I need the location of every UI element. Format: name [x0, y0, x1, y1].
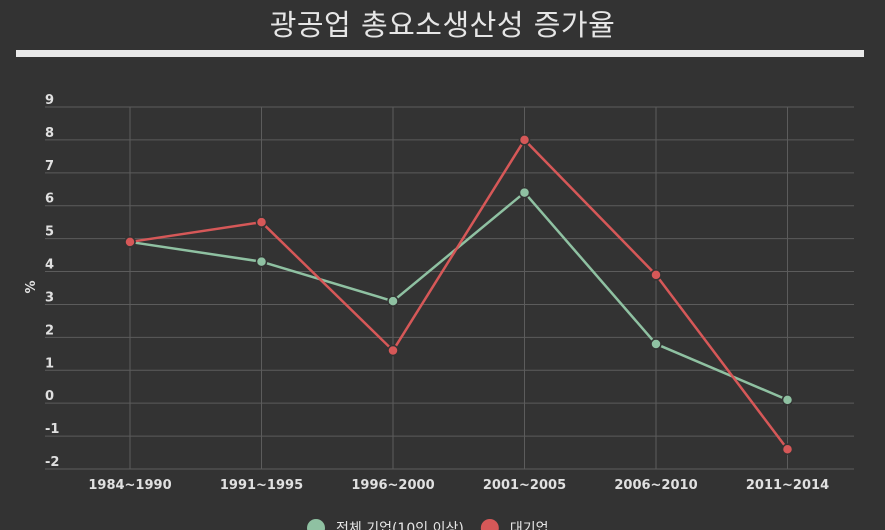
y-tick-label: 8	[45, 126, 54, 141]
y-axis-label: %	[24, 280, 39, 293]
y-tick-label: 9	[45, 93, 54, 108]
x-axis-ticks: 1984~1990 1991~1995 1996~2000 2001~2005 2006…	[88, 478, 829, 493]
y-tick-label: 6	[45, 192, 54, 207]
y-tick-label: 3	[45, 290, 54, 305]
y-tick-label: 4	[45, 258, 54, 273]
x-tick-label: 2011~2014	[746, 478, 829, 493]
y-tick-label: 1	[45, 356, 54, 371]
legend-label-1: 대기업	[510, 521, 549, 530]
data-point-0-1[interactable]	[255, 255, 268, 268]
series-line-1	[129, 138, 789, 451]
y-axis-ticks: -2 -1 0 1 2 3 4 5 6 7 8 9	[45, 93, 59, 470]
legend-swatch-0	[307, 519, 325, 530]
legend-swatch-1	[480, 519, 499, 530]
data-point-0-2[interactable]	[387, 295, 399, 307]
data-point-1-1[interactable]	[255, 216, 268, 228]
data-point-0-5[interactable]	[781, 394, 794, 406]
data-point-0-4[interactable]	[650, 338, 662, 350]
y-tick-label: 5	[45, 225, 54, 240]
series-layer	[124, 134, 794, 456]
chart-title: 광공업 총요소생산성 증가율	[269, 8, 616, 42]
y-tick-label: 2	[45, 323, 54, 338]
data-point-1-4[interactable]	[650, 269, 662, 281]
x-tick-label: 2001~2005	[483, 478, 566, 493]
legend-label-0: 전체 기업(10인 이상)	[336, 521, 464, 530]
y-tick-label: 0	[45, 389, 54, 404]
series-line-0	[129, 191, 788, 402]
data-point-1-5[interactable]	[781, 443, 794, 456]
legend: 전체 기업(10인 이상) 대기업	[307, 519, 548, 530]
y-tick-label: -2	[45, 455, 59, 470]
y-tick-label: 7	[45, 159, 54, 174]
data-point-1-3[interactable]	[518, 134, 531, 146]
x-tick-label: 2006~2010	[614, 478, 697, 493]
title-divider	[16, 50, 864, 57]
x-tick-label: 1996~2000	[351, 478, 434, 493]
data-point-0-3[interactable]	[518, 186, 531, 199]
data-point-1-2[interactable]	[387, 344, 399, 357]
x-tick-label: 1991~1995	[220, 478, 303, 493]
y-tick-label: -1	[45, 422, 59, 437]
data-point-1-0[interactable]	[124, 236, 136, 248]
grid	[45, 106, 854, 470]
x-tick-label: 1984~1990	[88, 478, 171, 493]
